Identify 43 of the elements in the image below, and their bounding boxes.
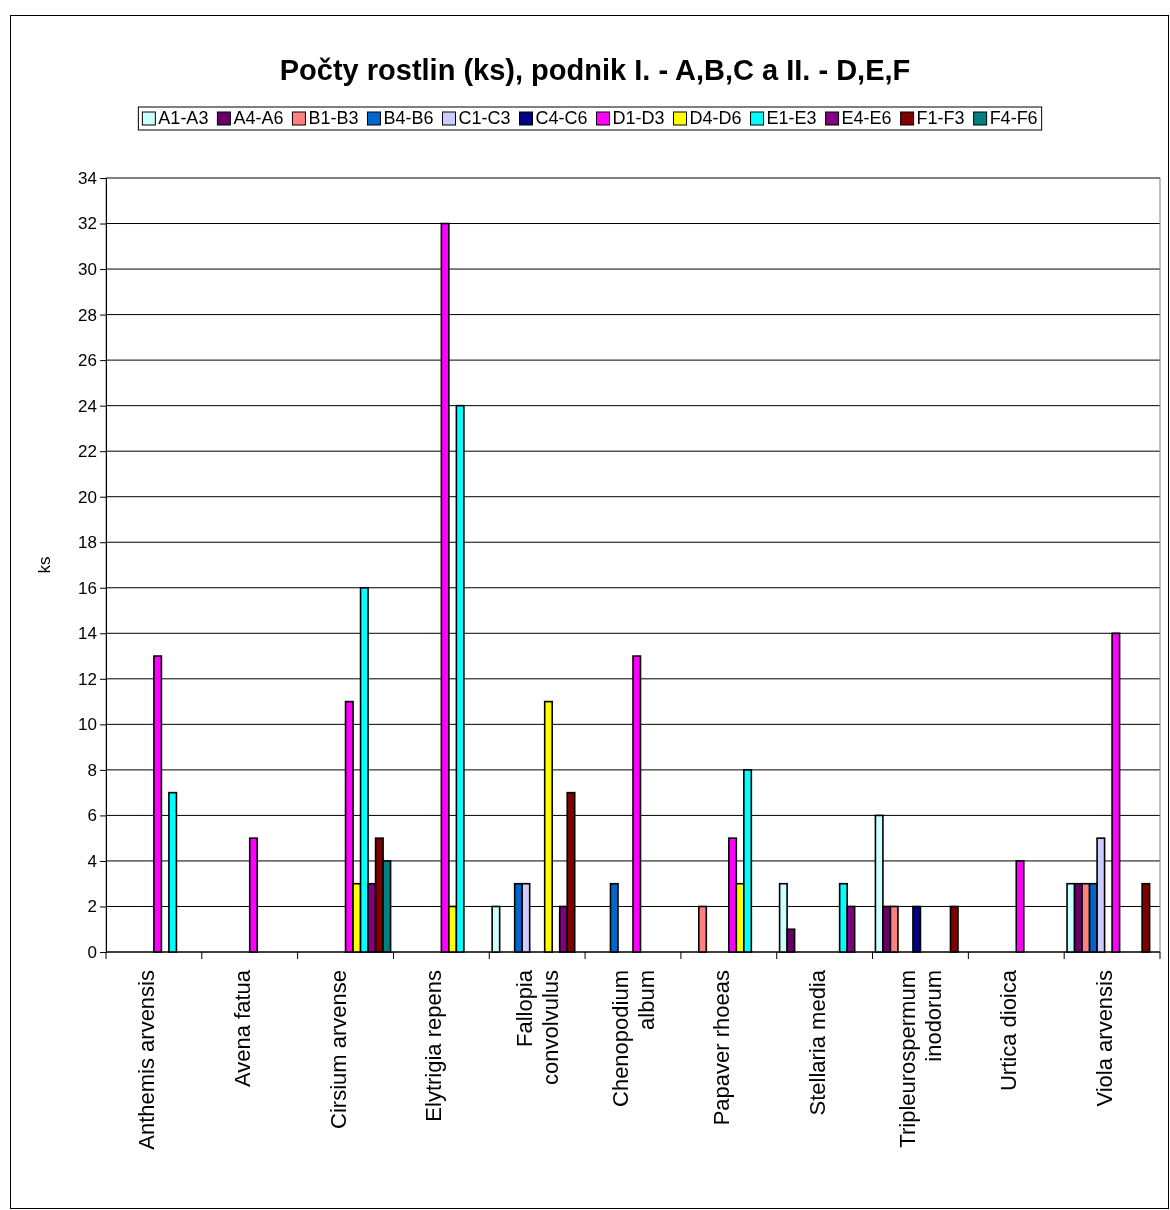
x-tick-label: Avena fatua: [229, 969, 255, 1088]
legend-label: E1-E3: [766, 108, 817, 128]
legend-label: D4-D6: [689, 108, 742, 128]
y-tick-label: 16: [78, 578, 97, 598]
legend-label: F4-F6: [989, 108, 1038, 128]
y-tick-label: 28: [78, 305, 97, 325]
chart-title: Počty rostlin (ks), podnik I. - A,B,C a II. - D,E,F: [279, 54, 911, 86]
x-tick-label: Cirsium arvense: [325, 970, 351, 1129]
y-tick-label: 0: [87, 942, 97, 962]
y-tick-label: 32: [78, 214, 97, 234]
x-tick-label: Fallopia convolvulus: [512, 969, 564, 1085]
y-tick-label: 6: [87, 806, 97, 826]
y-tick-label: 26: [78, 351, 97, 371]
y-tick-label: 10: [78, 715, 97, 735]
y-tick-label: 24: [78, 396, 97, 416]
legend-label: A4-A6: [233, 108, 284, 128]
y-tick-label: 8: [87, 760, 97, 780]
x-tick-label: Stellaria media: [804, 969, 830, 1116]
legend-label: C4-C6: [535, 108, 588, 128]
x-tick-label: Anthemis arvensis: [133, 970, 159, 1150]
y-tick-label: 34: [78, 168, 97, 188]
x-tick-label: Viola arvensis: [1092, 970, 1118, 1107]
x-tick-label: Papaver rhoeas: [708, 970, 734, 1126]
y-tick-label: 14: [78, 624, 97, 644]
legend-label: B4-B6: [383, 108, 434, 128]
y-tick-label: 4: [87, 851, 97, 871]
legend-label: F1-F3: [916, 108, 965, 128]
legend-label: B1-B3: [308, 108, 359, 128]
y-tick-label: 22: [78, 442, 97, 462]
y-tick-label: 30: [78, 260, 97, 279]
x-tick-label: Elytrigia repens: [421, 970, 447, 1122]
y-axis-title: ks: [35, 556, 54, 574]
x-tick-label: Urtica dioica: [996, 969, 1022, 1092]
y-tick-label: 2: [87, 897, 97, 917]
x-tick-label: Chenopodium album: [608, 970, 659, 1107]
y-tick-label: 18: [78, 533, 97, 553]
y-tick-label: 12: [78, 669, 97, 689]
y-tick-label: 20: [78, 487, 97, 507]
x-tick-label: Tripleurospermum inodorum: [895, 970, 947, 1148]
legend-label: C1-C3: [458, 108, 511, 128]
legend-label: A1-A3: [158, 108, 209, 128]
legend-label: E4-E6: [841, 108, 892, 128]
legend-label: D1-D3: [612, 108, 665, 128]
